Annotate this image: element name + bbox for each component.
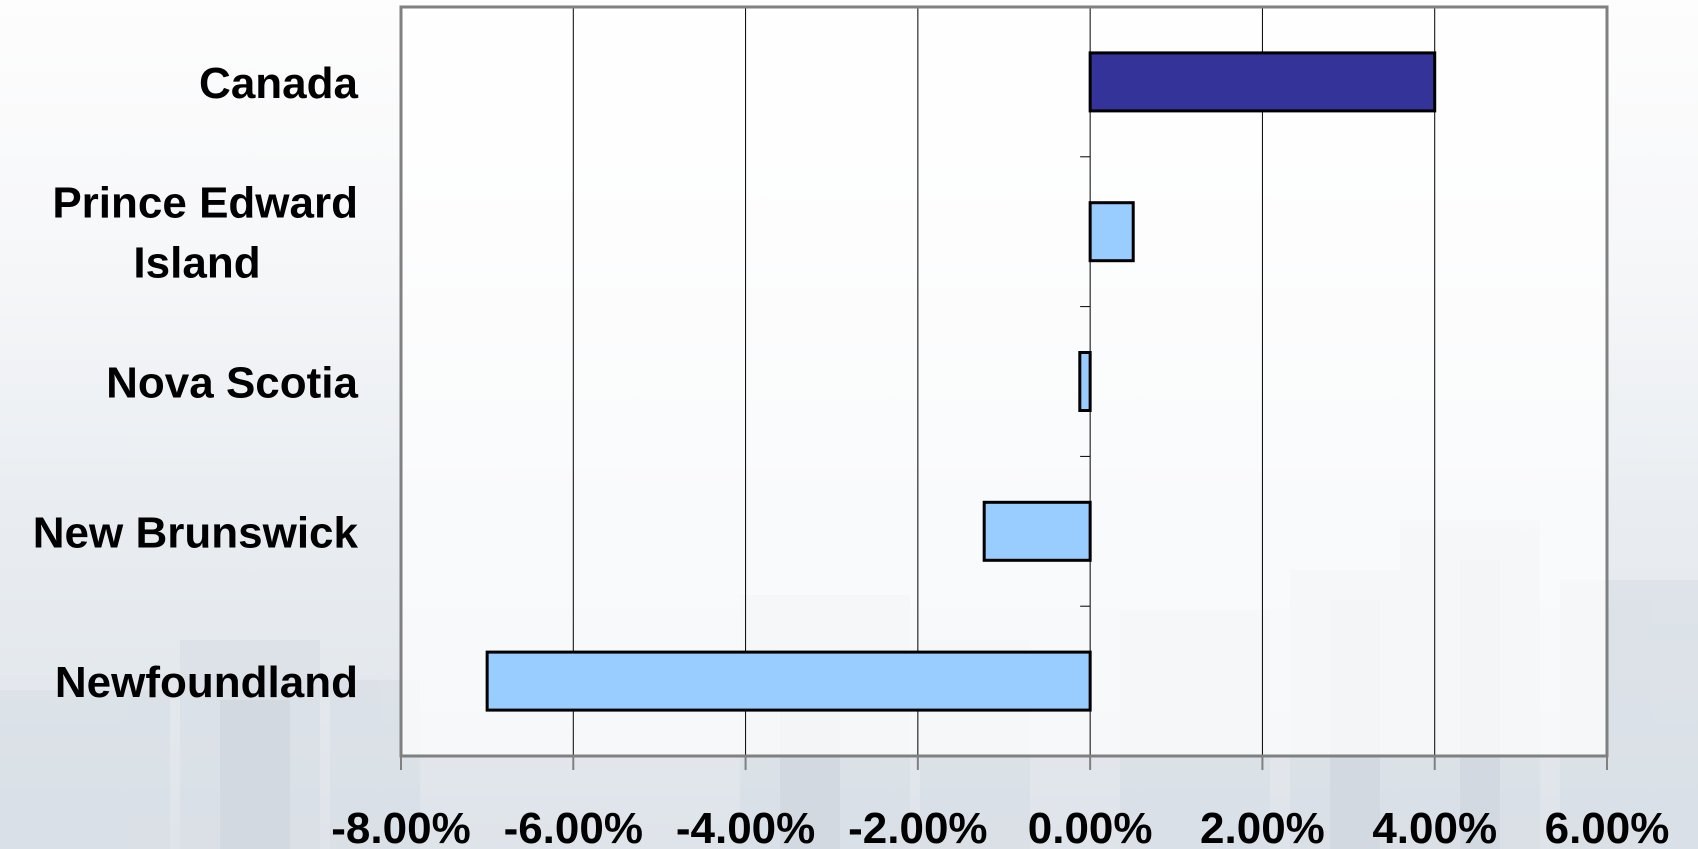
category-label-0: Canada: [199, 59, 358, 108]
category-label-3: New Brunswick: [33, 508, 359, 557]
value-tick-label-1: -6.00%: [504, 804, 643, 849]
value-tick-label-5: 2.00%: [1200, 804, 1325, 849]
category-label-1-line-1: Island: [133, 239, 260, 288]
category-labels: Canada Prince Edward Island Nova Scotia New …: [33, 59, 359, 707]
value-axis-labels: -8.00% -6.00% -4.00% -2.00% 0.00% 2.00% 4.00% 6…: [331, 804, 1669, 849]
bar-4: [485, 650, 1092, 712]
bar-3: [982, 500, 1092, 562]
category-axis-ticks: [1080, 156, 1091, 607]
category-label-4: Newfoundland: [55, 658, 358, 707]
plot-area-border: [399, 5, 1609, 758]
value-tick-label-2: -4.00%: [676, 804, 815, 849]
value-axis-ticks: [400, 756, 1608, 770]
value-tick-label-6: 4.00%: [1372, 804, 1497, 849]
category-label-1-line-0: Prince Edward: [52, 179, 358, 228]
bars: [485, 51, 1437, 712]
value-tick-label-4: 0.00%: [1028, 804, 1153, 849]
bar-1: [1088, 201, 1135, 263]
value-tick-label-7: 6.00%: [1545, 804, 1670, 849]
gridlines: [572, 7, 1436, 756]
bar-0: [1088, 51, 1437, 113]
category-label-2: Nova Scotia: [106, 359, 358, 408]
value-tick-label-0: -8.00%: [331, 804, 470, 849]
value-tick-label-3: -2.00%: [848, 804, 987, 849]
bar-2: [1078, 351, 1092, 412]
plot-area: [401, 7, 1607, 756]
